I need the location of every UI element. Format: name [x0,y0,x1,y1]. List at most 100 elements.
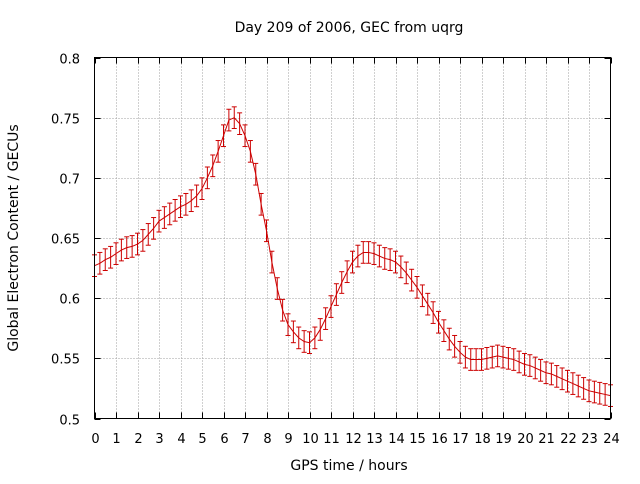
error-bar [468,348,474,371]
error-bar [597,381,603,405]
error-bar [382,247,388,270]
tick-labels: 0 1 2 3 4 5 6 7 8 9 10 11 12 13 14 15 16 17 18 19 20 21 22 23 24… [51,53,620,448]
error-bar [237,112,243,136]
error-bar [436,310,441,334]
y-tick-label: 0.6 [59,293,80,308]
error-bar [328,295,334,318]
error-bar [360,241,366,264]
error-bar [371,242,377,265]
error-bar [156,209,162,233]
x-tick-label: 20 [517,432,534,447]
error-bar [355,244,361,268]
error-bar [473,348,479,371]
x-tick-label: 21 [538,432,555,447]
y-tick-label: 0.55 [51,353,80,368]
error-bar [457,340,463,364]
error-bar [425,292,431,316]
error-bar [441,319,447,342]
error-bar [135,232,140,256]
error-bar [333,283,339,306]
error-bar [554,365,560,388]
x-tick-label: 19 [495,432,512,447]
error-bar [565,369,570,393]
y-tick-label: 0.5 [59,414,80,429]
x-tick-label: 3 [155,432,163,447]
error-bar [511,348,517,371]
y-axis-label: Global Electron Content / GECUs [6,124,22,351]
y-tick-label: 0.65 [51,233,80,248]
error-bar [570,372,576,395]
error-bar [210,154,216,178]
error-bar [350,250,355,274]
axis-ticks [94,57,612,420]
error-bar [602,383,608,406]
error-bar [231,106,237,129]
error-bar [296,326,302,350]
x-tick-label: 0 [91,432,99,447]
x-tick-label: 16 [431,432,448,447]
error-bar [204,166,210,190]
error-bar [151,217,157,240]
error-bar [118,238,124,262]
error-bar [145,223,151,246]
error-bar [495,344,501,368]
error-bar [317,318,323,341]
x-tick-label: 6 [220,432,228,447]
error-bar [172,198,178,222]
x-tick-label: 1 [112,432,120,447]
error-bar [221,124,226,148]
x-axis-label: GPS time / hours [290,458,407,474]
error-bar [274,277,280,300]
grid-lines [94,57,611,419]
y-tick-label: 0.7 [59,173,80,188]
error-bar [548,362,554,386]
error-bar [194,184,200,208]
error-bar [430,301,436,324]
error-bar [129,235,135,258]
error-bar [140,229,146,252]
x-tick-label: 5 [198,432,206,447]
error-bar [516,350,522,374]
x-tick-label: 12 [345,432,362,447]
error-bar [522,353,527,376]
error-bar [199,177,205,200]
error-bar [462,345,468,369]
error-bar [167,202,173,226]
error-bar [312,326,318,350]
error-bar [258,192,264,216]
x-tick-label: 10 [302,432,319,447]
error-bar [398,255,404,279]
error-bar [376,244,382,268]
error-bar [183,192,189,216]
error-bar [161,206,167,229]
x-tick-label: 8 [263,432,271,447]
error-bar [226,108,232,132]
x-tick-label: 7 [241,432,249,447]
error-bar [586,379,592,403]
x-tick-label: 18 [474,432,491,447]
data-series [92,106,613,407]
error-bar [264,219,269,243]
error-bar [280,298,286,322]
error-bar [290,320,296,344]
error-bar [403,261,409,285]
error-bar [543,361,549,385]
error-bar [409,268,415,292]
x-tick-label: 23 [581,432,598,447]
error-bar [575,374,581,398]
error-bar [323,307,329,330]
error-bar [581,377,587,400]
error-bar [339,271,345,294]
error-bar [366,241,372,264]
error-bar [387,248,393,271]
error-bar [102,248,108,271]
error-bar [532,356,538,380]
error-bar [414,276,420,299]
x-tick-label: 9 [284,432,292,447]
y-tick-label: 0.75 [51,113,80,128]
error-bar [484,347,490,370]
error-bar [113,242,119,265]
x-tick-label: 4 [177,432,185,447]
